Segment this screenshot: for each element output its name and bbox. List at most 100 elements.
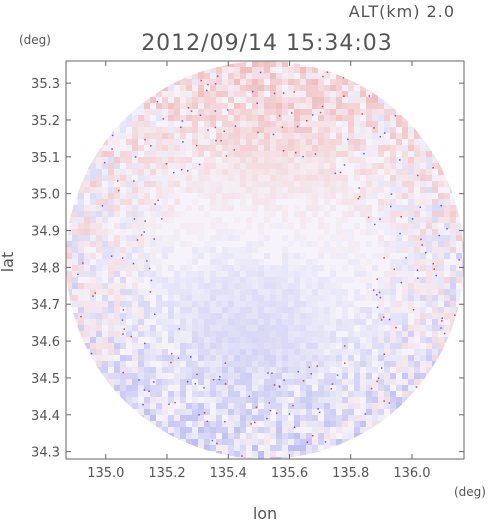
radar-cell <box>90 271 96 277</box>
radar-speckle <box>148 390 150 392</box>
radar-cell <box>144 199 150 205</box>
radar-cell <box>228 421 234 427</box>
radar-cell <box>186 205 192 211</box>
radar-cell <box>432 241 438 247</box>
radar-cell <box>150 337 156 343</box>
radar-cell <box>192 361 198 367</box>
radar-cell <box>414 223 420 229</box>
radar-cell <box>264 265 270 271</box>
radar-cell <box>150 121 156 127</box>
radar-cell <box>414 259 420 265</box>
radar-cell <box>126 385 132 391</box>
radar-cell <box>282 91 288 97</box>
radar-cell <box>216 67 222 73</box>
radar-cell <box>192 391 198 397</box>
radar-cell <box>342 409 348 415</box>
radar-cell <box>78 295 84 301</box>
radar-cell <box>108 133 114 139</box>
radar-cell <box>156 205 162 211</box>
radar-cell <box>330 415 336 421</box>
radar-cell <box>366 271 372 277</box>
radar-cell <box>354 391 360 397</box>
radar-cell <box>234 373 240 379</box>
radar-cell <box>324 199 330 205</box>
radar-speckle <box>206 89 208 92</box>
radar-cell <box>114 391 120 397</box>
radar-cell <box>414 367 420 373</box>
radar-cell <box>222 61 228 67</box>
radar-speckle <box>171 352 173 355</box>
radar-cell <box>186 349 192 355</box>
radar-cell <box>306 421 312 427</box>
radar-cell <box>108 331 114 337</box>
radar-cell <box>234 337 240 343</box>
radar-cell <box>84 223 90 229</box>
radar-cell <box>306 133 312 139</box>
radar-cell <box>306 199 312 205</box>
radar-cell <box>66 229 72 235</box>
radar-cell <box>288 67 294 73</box>
radar-cell <box>150 247 156 253</box>
radar-cell <box>228 343 234 349</box>
radar-cell <box>402 313 408 319</box>
radar-cell <box>270 79 276 85</box>
radar-cell <box>282 295 288 301</box>
radar-cell <box>150 403 156 409</box>
radar-cell <box>432 307 438 313</box>
radar-cell <box>354 361 360 367</box>
radar-cell <box>324 355 330 361</box>
radar-cell <box>222 283 228 289</box>
radar-cell <box>156 181 162 187</box>
radar-cell <box>252 385 258 391</box>
radar-cell <box>180 85 186 91</box>
radar-cell <box>96 181 102 187</box>
radar-cell <box>138 289 144 295</box>
radar-cell <box>366 193 372 199</box>
radar-speckle <box>173 171 175 174</box>
radar-cell <box>168 307 174 313</box>
radar-cell <box>270 91 276 97</box>
radar-cell <box>432 187 438 193</box>
radar-cell <box>414 175 420 181</box>
radar-cell <box>216 229 222 235</box>
radar-cell <box>372 343 378 349</box>
radar-cell <box>258 385 264 391</box>
radar-cell <box>288 103 294 109</box>
radar-cell <box>234 289 240 295</box>
radar-cell <box>78 199 84 205</box>
radar-cell <box>132 331 138 337</box>
radar-cell <box>330 235 336 241</box>
radar-cell <box>240 229 246 235</box>
radar-cell <box>162 247 168 253</box>
radar-cell <box>144 133 150 139</box>
radar-cell <box>156 337 162 343</box>
radar-cell <box>312 391 318 397</box>
radar-cell <box>246 415 252 421</box>
radar-cell <box>288 187 294 193</box>
radar-cell <box>96 331 102 337</box>
radar-cell <box>390 295 396 301</box>
radar-cell <box>360 211 366 217</box>
radar-cell <box>168 121 174 127</box>
radar-speckle <box>379 296 382 299</box>
radar-cell <box>420 379 426 385</box>
radar-cell <box>294 439 300 445</box>
radar-cell <box>306 367 312 373</box>
radar-speckle <box>250 423 252 425</box>
radar-cell <box>354 331 360 337</box>
radar-cell <box>318 163 324 169</box>
radar-cell <box>414 277 420 283</box>
radar-cell <box>150 409 156 415</box>
radar-cell <box>138 355 144 361</box>
radar-cell <box>348 325 354 331</box>
radar-cell <box>270 331 276 337</box>
radar-cell <box>144 163 150 169</box>
radar-cell <box>210 373 216 379</box>
radar-cell <box>222 343 228 349</box>
radar-cell <box>162 217 168 223</box>
radar-cell <box>258 235 264 241</box>
radar-cell <box>408 385 414 391</box>
radar-cell <box>270 295 276 301</box>
radar-cell <box>324 139 330 145</box>
radar-cell <box>102 259 108 265</box>
